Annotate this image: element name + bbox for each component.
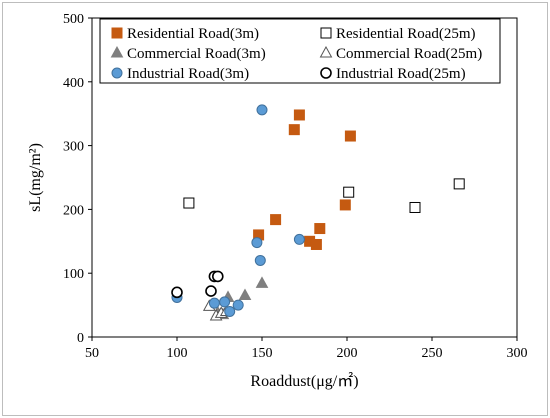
- data-point: [344, 130, 356, 142]
- legend-label: Residential Road(3m): [127, 26, 259, 42]
- legend-box: [99, 18, 501, 84]
- y-axis-label: sL(mg/m²): [27, 143, 44, 212]
- y-tick-label: 300: [63, 140, 84, 155]
- legend-label: Industrial Road(25m): [336, 66, 466, 82]
- data-point: [339, 199, 351, 211]
- legend-marker: [320, 67, 332, 79]
- x-tick-label: 50: [85, 346, 99, 361]
- x-tick-label: 200: [337, 346, 358, 361]
- legend-label: Industrial Road(3m): [127, 66, 249, 82]
- data-point: [232, 299, 244, 311]
- y-tick-label: 0: [77, 331, 84, 346]
- data-point: [343, 186, 355, 198]
- data-point: [251, 237, 263, 249]
- legend-marker: [111, 27, 123, 39]
- y-tick-label: 100: [63, 267, 84, 282]
- x-axis-label: Roaddust(μg/㎡): [250, 372, 358, 390]
- data-point: [219, 296, 231, 308]
- data-point: [293, 109, 305, 121]
- data-point: [208, 297, 220, 309]
- legend-label: Commercial Road(3m): [127, 46, 266, 62]
- legend-label: Residential Road(25m): [336, 26, 476, 42]
- y-tick-label: 500: [63, 12, 84, 27]
- x-tick-label: 250: [422, 346, 443, 361]
- x-tick-label: 300: [507, 346, 528, 361]
- data-point: [288, 124, 300, 136]
- legend-marker: [110, 45, 124, 58]
- data-point: [254, 254, 266, 266]
- data-point: [171, 286, 183, 299]
- legend-marker: [111, 67, 123, 79]
- legend-marker: [319, 45, 333, 58]
- plot-area: [91, 17, 518, 338]
- data-points: [171, 104, 465, 321]
- data-point: [212, 270, 224, 283]
- plot-border: [91, 17, 518, 338]
- data-point: [270, 214, 282, 226]
- data-point: [453, 178, 465, 190]
- data-point: [314, 223, 326, 235]
- legend-label: Commercial Road(25m): [336, 46, 482, 62]
- x-tick-label: 100: [167, 346, 188, 361]
- data-point: [409, 201, 421, 213]
- data-point: [238, 288, 252, 301]
- data-point: [183, 197, 195, 209]
- legend-marker: [320, 27, 332, 39]
- legend: Residential Road(3m) Residential Road(25m…: [99, 18, 501, 84]
- data-point: [205, 285, 217, 297]
- y-tick-label: 400: [63, 76, 84, 91]
- data-point: [224, 305, 236, 317]
- data-point: [256, 104, 268, 116]
- data-point: [310, 238, 322, 250]
- axis-ticks: 50 100 150 200 250 300 0 100 200 300 400 500: [63, 12, 528, 361]
- data-point: [293, 233, 305, 245]
- y-tick-label: 200: [63, 203, 84, 218]
- x-tick-label: 150: [252, 346, 273, 361]
- data-point: [255, 276, 269, 288]
